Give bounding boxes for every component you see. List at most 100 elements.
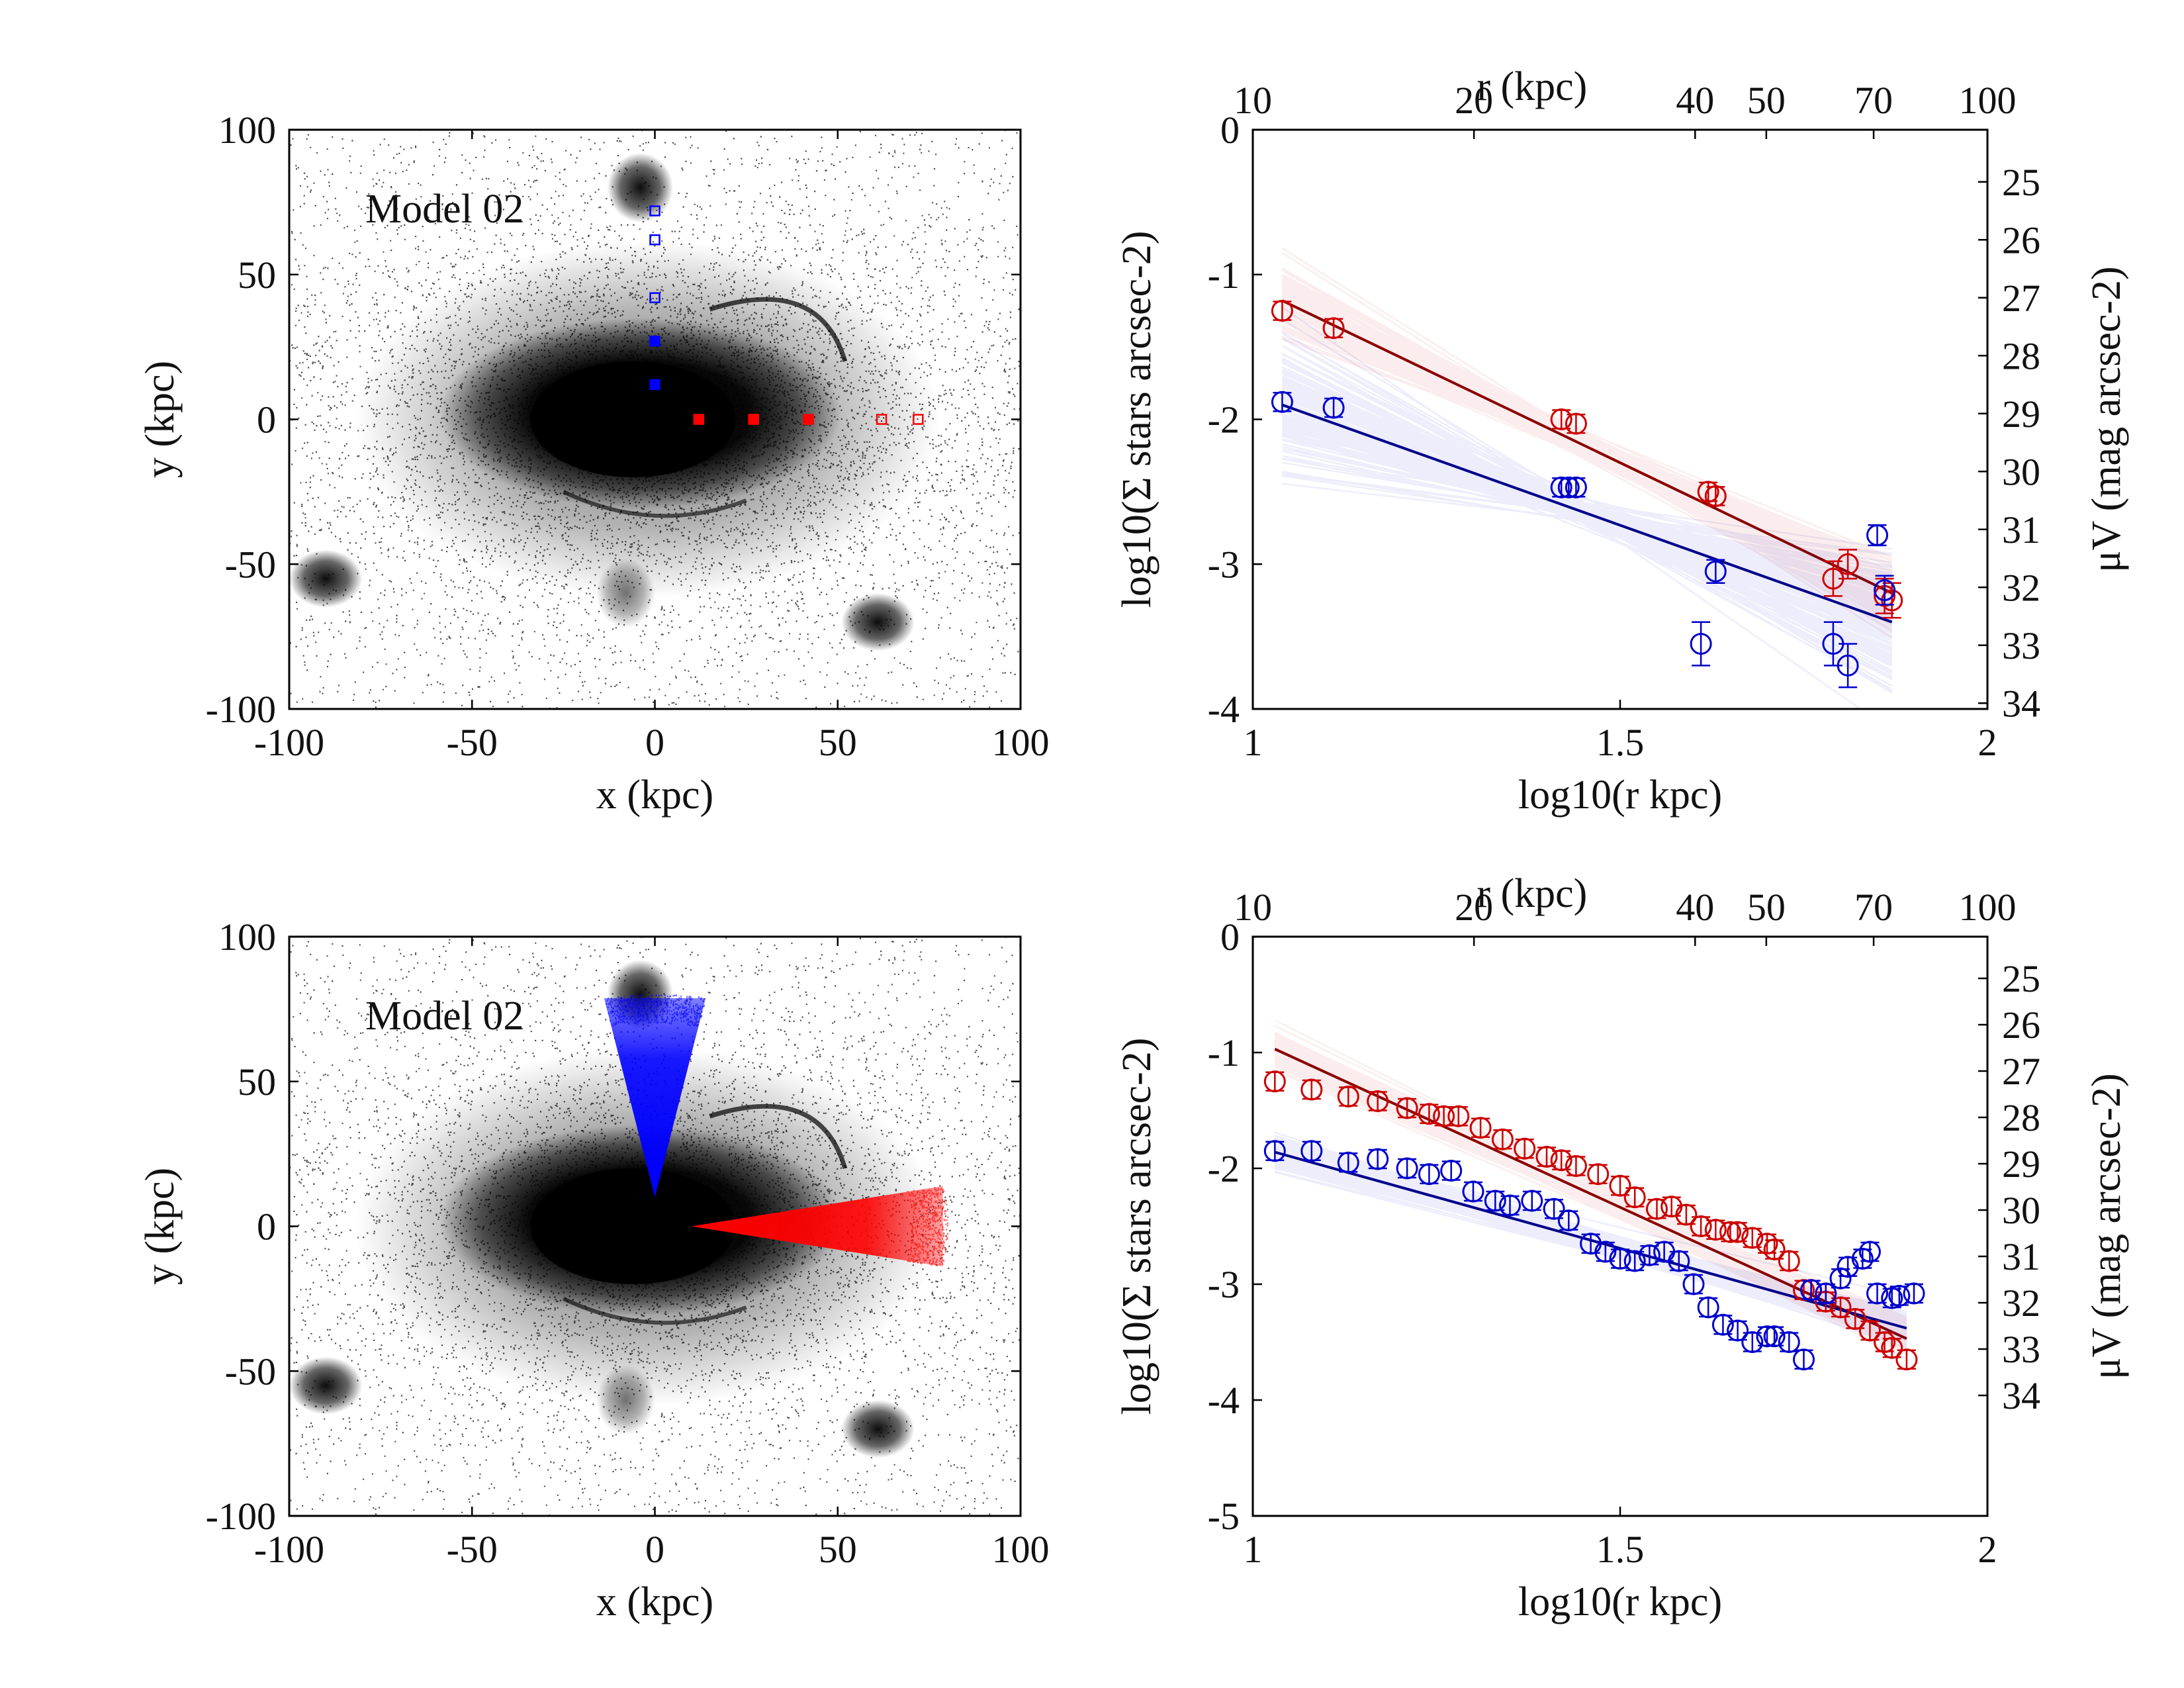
satellite-left — [289, 549, 363, 608]
data-point-blue — [1557, 1209, 1580, 1232]
field-marker-red — [748, 414, 759, 425]
data-point-blue — [1741, 1331, 1764, 1353]
y2-tick-label: 28 — [2002, 1096, 2040, 1139]
data-point-red — [1514, 1137, 1536, 1160]
x2-tick-label: 40 — [1676, 79, 1714, 122]
y-axis-label: log10(Σ stars arcsec-2) — [1115, 1038, 1160, 1415]
data-point-red — [1565, 412, 1587, 435]
y2-tick-label: 33 — [2002, 1328, 2040, 1371]
data-point-blue — [1638, 1244, 1661, 1266]
x-tick-label: 0 — [645, 721, 664, 764]
y2-tick-label: 25 — [2002, 957, 2040, 1000]
y2-tick-label: 32 — [2002, 1282, 2040, 1325]
x-tick-label: 0 — [645, 1528, 664, 1571]
y-tick-label: -2 — [1208, 1147, 1240, 1190]
y2-tick-label: 25 — [2002, 161, 2040, 204]
x-tick-label: 50 — [819, 721, 857, 764]
profile-plot-area — [1263, 1019, 1925, 1371]
data-point-blue — [1300, 1140, 1323, 1162]
model-annotation: Model 02 — [365, 187, 523, 232]
field-marker-red — [876, 414, 887, 425]
data-point-blue — [1800, 1279, 1823, 1301]
data-point-red — [1565, 1155, 1587, 1177]
x-axis-label: x (kpc) — [596, 773, 713, 818]
y2-tick-label: 30 — [2002, 1189, 2040, 1232]
field-marker-red — [913, 414, 924, 425]
data-point-blue — [1874, 579, 1896, 602]
x2-axis-label: r (kpc) — [1477, 871, 1587, 916]
data-point-red — [1646, 1197, 1668, 1220]
satellite-left — [289, 1356, 363, 1415]
plot-frame — [1251, 935, 1989, 1517]
x-tick-label: -100 — [254, 1528, 324, 1571]
data-point-red — [1844, 1308, 1866, 1330]
wedge-blue — [604, 998, 706, 1197]
y-tick-label: -3 — [1208, 543, 1240, 586]
data-point-red — [1623, 1186, 1646, 1209]
y2-axis-label: μV (mag arcsec-2) — [2084, 266, 2129, 572]
data-point-red — [1535, 1146, 1558, 1168]
model-annotation: Model 02 — [365, 994, 523, 1039]
data-point-blue — [1521, 1190, 1543, 1212]
data-point-blue — [1367, 1148, 1389, 1170]
fit-line-blue — [1281, 403, 1893, 624]
y-axis-label: y (kpc) — [138, 1168, 183, 1285]
y-tick-label: -4 — [1208, 1379, 1240, 1422]
x2-tick-label: 40 — [1676, 886, 1714, 929]
wedge-speckle-red — [907, 1187, 949, 1266]
data-point-red — [1491, 1128, 1514, 1150]
x-axis-label: log10(r kpc) — [1518, 1579, 1722, 1624]
y2-tick-label: 30 — [2002, 450, 2040, 493]
wedge-speckle-blue — [606, 994, 705, 1027]
data-point-blue — [1829, 1267, 1852, 1289]
y-tick-label: 100 — [218, 915, 276, 959]
x-tick-label: 1.5 — [1596, 721, 1645, 764]
y-tick-label: -3 — [1208, 1263, 1240, 1306]
shell-arc-lower — [563, 490, 747, 518]
data-point-red — [1704, 485, 1727, 507]
data-point-blue — [1711, 1313, 1734, 1336]
data-point-blue — [1858, 1241, 1881, 1263]
data-point-red — [1675, 1203, 1698, 1226]
data-point-red — [1550, 408, 1572, 430]
data-point-red — [1895, 1348, 1918, 1371]
data-point-red — [1271, 299, 1293, 322]
map-panel-top: -100-100 -50 -50 0 0 50 50 100 100 x (kpc) y (kpc)… — [138, 109, 1050, 818]
data-point-red — [1874, 1331, 1896, 1353]
y-axis-label: y (kpc) — [138, 361, 183, 478]
data-point-red — [1704, 1219, 1727, 1241]
y-tick-label: -100 — [206, 688, 276, 731]
data-point-red — [1837, 553, 1859, 575]
y2-tick-label: 31 — [2002, 508, 2040, 551]
y-tick-label: -50 — [225, 1350, 276, 1393]
wedge-red — [691, 1186, 943, 1267]
data-point-red — [1741, 1227, 1764, 1249]
profile-panel-top: 1 1.5 2 10 20 40 50 70 100 r (kpc) -4 -3 -2 -1 0 25 26 27… — [1115, 64, 2129, 818]
data-point-blue — [1623, 1250, 1646, 1272]
galaxy-bulge — [530, 1168, 736, 1284]
data-point-red — [1778, 1250, 1800, 1272]
x-tick-label: 1.5 — [1596, 1528, 1645, 1571]
x-tick-label: 2 — [1978, 1528, 1997, 1571]
y2-tick-label: 31 — [2002, 1235, 2040, 1278]
y-tick-label: -100 — [206, 1495, 276, 1538]
data-point-red — [1727, 1221, 1749, 1243]
stream-lower — [596, 1365, 655, 1435]
data-point-blue — [1682, 1273, 1705, 1295]
data-point-red — [1433, 1105, 1455, 1127]
data-point-blue — [1543, 1197, 1565, 1220]
data-point-red — [1858, 1319, 1881, 1342]
data-point-red — [1756, 1233, 1778, 1255]
data-point-blue — [1793, 1348, 1815, 1371]
x-axis-label: log10(r kpc) — [1518, 773, 1722, 818]
data-point-blue — [1704, 560, 1727, 583]
x2-tick-label: 10 — [1234, 886, 1272, 929]
y-tick-label: -50 — [225, 543, 276, 586]
data-point-blue — [1866, 524, 1888, 546]
y2-axis-label: μV (mag arcsec-2) — [2084, 1073, 2129, 1379]
data-point-red — [1337, 1086, 1359, 1107]
data-point-red — [1322, 317, 1345, 340]
x2-tick-label: 50 — [1747, 79, 1786, 122]
x2-tick-label: 20 — [1455, 79, 1493, 122]
